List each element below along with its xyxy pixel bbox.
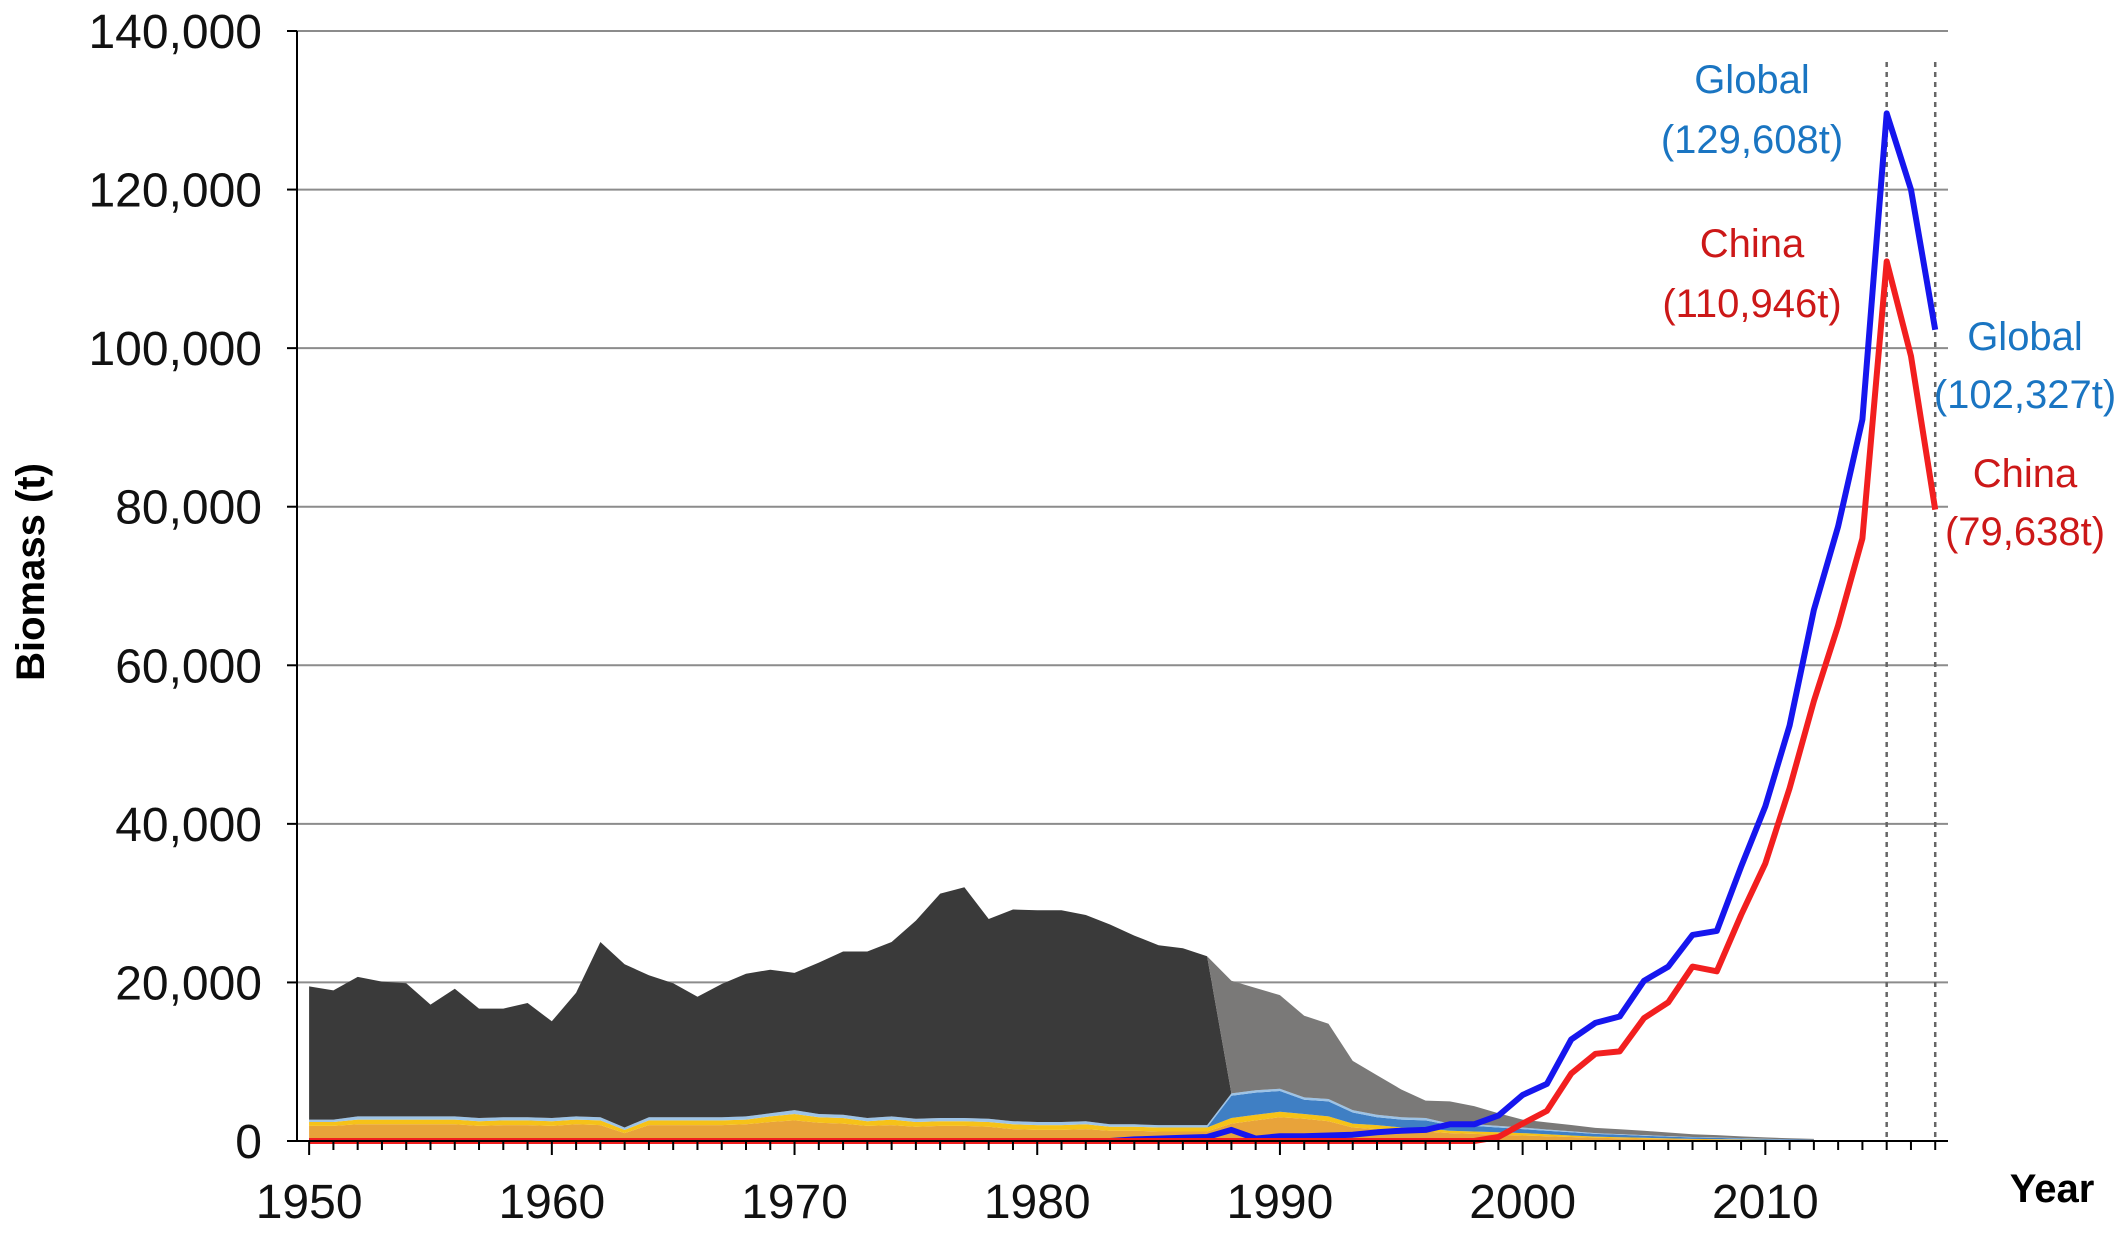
y-tick-label-7: 140,000 xyxy=(88,6,262,59)
area-layer-4 xyxy=(309,887,1814,1140)
x-tick-label-4: 1990 xyxy=(1227,1176,1334,1229)
y-tick-label-2: 40,000 xyxy=(115,799,262,852)
annotation-2: China xyxy=(1700,222,1805,266)
annotation-5: (102,327t) xyxy=(1934,373,2116,417)
y-tick-label-5: 100,000 xyxy=(88,323,262,376)
x-tick-label-5: 2000 xyxy=(1469,1176,1576,1229)
annotation-1: (129,608t) xyxy=(1661,118,1843,162)
y-axis-title: Biomass (t) xyxy=(9,463,53,681)
y-tick-label-3: 60,000 xyxy=(115,640,262,693)
y-tick-label-1: 20,000 xyxy=(115,957,262,1010)
y-tick-label-4: 80,000 xyxy=(115,482,262,535)
annotation-6: China xyxy=(1973,452,2078,496)
y-tick-label-0: 0 xyxy=(235,1116,262,1169)
annotation-0: Global xyxy=(1694,58,1810,102)
stacked-areas xyxy=(309,887,1814,1141)
annotation-4: Global xyxy=(1967,315,2083,359)
y-tick-label-6: 120,000 xyxy=(88,165,262,218)
axes xyxy=(287,30,1948,1155)
y-tick-labels: 0 20,000 40,000 60,000 80,000 100,000 120,000 1… xyxy=(88,6,262,1169)
area-layer-0 xyxy=(309,1117,1814,1141)
annotations: Global (129,608t) China (110,946t) Global (10… xyxy=(1661,58,2116,554)
annotation-3: (110,946t) xyxy=(1662,282,1841,326)
x-tick-label-3: 1980 xyxy=(984,1176,1091,1229)
x-tick-labels: 1950 1960 1970 1980 1990 2000 2010 xyxy=(256,1176,1819,1229)
x-tick-label-1: 1960 xyxy=(498,1176,605,1229)
x-tick-label-0: 1950 xyxy=(256,1176,363,1229)
reference-lines xyxy=(1885,62,1937,1141)
x-axis-title: Year xyxy=(2010,1167,2095,1211)
gridlines xyxy=(297,30,1948,984)
area-layer-1 xyxy=(309,1111,1814,1141)
annotation-7: (79,638t) xyxy=(1945,510,2105,554)
x-tick-label-2: 1970 xyxy=(741,1176,848,1229)
x-tick-label-6: 2010 xyxy=(1712,1176,1819,1229)
